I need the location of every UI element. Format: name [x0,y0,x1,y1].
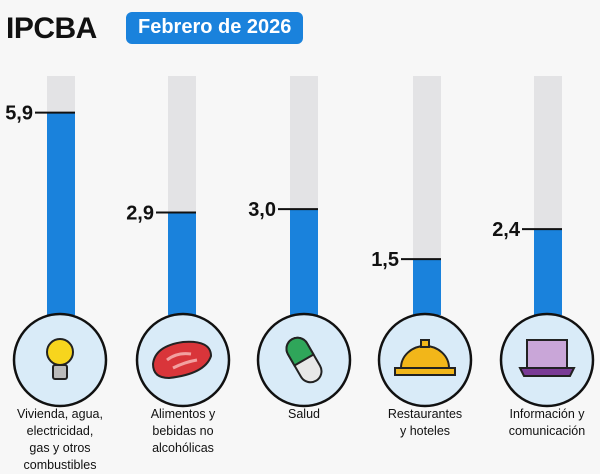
bar [534,229,562,315]
meat-marbling [166,352,198,370]
category-label-line: gas y otros [29,441,91,455]
chart-title: IPCBA [6,12,97,45]
category-label: Salud [244,406,364,423]
laptop-icon [499,312,595,408]
category-label-line: combustibles [23,458,97,472]
laptop-keyboard [518,367,576,377]
pill-top [285,336,315,367]
category-label: Restaurantes y hoteles [365,406,485,440]
category-label: Vivienda, agua, electricidad, gas y otros c… [0,406,120,474]
bulb-base [52,364,68,380]
category-label-line: Vivienda, agua, [17,407,103,421]
category-label-line: Información y [509,407,585,421]
bar [413,259,441,315]
category-label-line: alcohólicas [152,441,214,455]
pill-icon [256,312,352,408]
category-label-line: y hoteles [399,424,451,438]
category-label: Alimentos y bebidas no alcohólicas [123,406,243,457]
value-label: 2,9 [126,202,154,224]
value-label: 3,0 [248,199,276,221]
category-label: Información y comunicación [487,406,600,440]
bar [47,112,75,315]
value-label: 1,5 [371,249,399,271]
category-label-line: bebidas no [152,424,214,438]
laptop-screen [526,339,568,369]
bell-button [420,339,430,348]
value-label: 5,9 [5,103,33,125]
bell-base [394,367,456,376]
period-badge: Febrero de 2026 [126,12,304,44]
category-label-line: Alimentos y [150,407,216,421]
pill [285,336,323,384]
meat-icon [135,312,231,408]
bulb-glass [46,338,74,366]
lightbulb-icon [12,312,108,408]
category-label-line: comunicación [508,424,586,438]
category-label-line: Restaurantes [387,407,463,421]
meat-shape [151,340,213,380]
value-label: 2,4 [492,219,521,241]
bar [168,212,196,315]
service-bell-icon [377,312,473,408]
category-label-line: electricidad, [26,424,94,438]
bar [290,209,318,315]
category-label-line: Salud [288,407,320,421]
